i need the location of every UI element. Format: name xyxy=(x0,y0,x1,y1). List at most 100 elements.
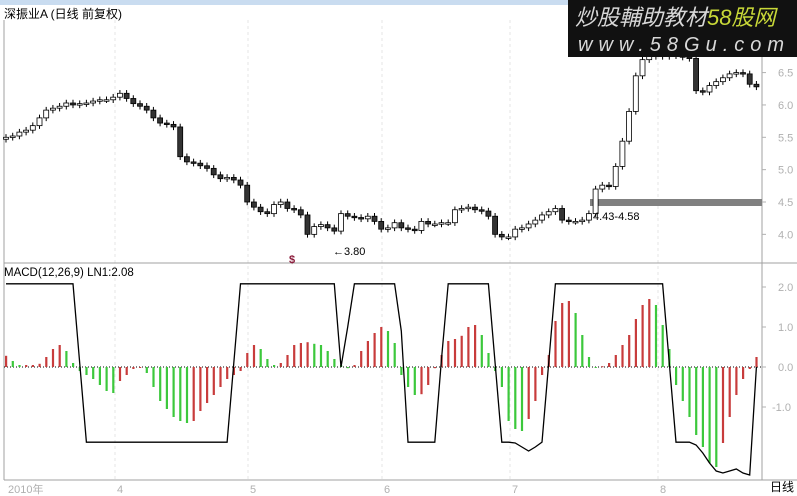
candle xyxy=(512,225,519,241)
candle xyxy=(458,205,465,213)
macd-bar xyxy=(125,367,128,375)
x-tick-label: 8 xyxy=(660,484,666,496)
candle xyxy=(43,106,50,122)
candle xyxy=(626,108,632,145)
candle xyxy=(210,165,217,179)
candle xyxy=(157,114,164,127)
candle xyxy=(284,198,291,212)
candle xyxy=(76,100,83,109)
price-tick-label: 4.0 xyxy=(778,229,793,241)
macd-title: MACD(12,26,9) LN1:2.08 xyxy=(4,267,134,279)
candle xyxy=(606,181,612,190)
macd-bar xyxy=(152,367,155,387)
candle xyxy=(632,72,639,115)
macd-bar xyxy=(165,367,168,409)
candle xyxy=(465,203,472,212)
candle xyxy=(338,210,344,235)
macd-bar xyxy=(574,313,577,367)
candle xyxy=(579,216,586,225)
candle xyxy=(103,96,110,104)
candle xyxy=(29,122,36,134)
macd-bar xyxy=(65,351,68,367)
candle xyxy=(599,181,606,193)
macd-bar xyxy=(279,363,282,367)
candle xyxy=(418,218,425,234)
candle xyxy=(217,171,224,182)
candle xyxy=(297,206,304,219)
macd-bar xyxy=(487,353,490,367)
macd-bar xyxy=(105,367,108,391)
svg-text:炒股輔助教材: 炒股輔助教材 xyxy=(575,5,710,30)
macd-bar xyxy=(118,367,122,381)
macd-bar xyxy=(38,363,41,367)
macd-bar xyxy=(373,333,376,367)
period-label[interactable]: 日线 xyxy=(770,480,794,494)
range-label: 4.43-4.58 xyxy=(593,211,639,223)
macd-histogram xyxy=(5,299,758,467)
macd-bar xyxy=(266,359,269,367)
macd-bar xyxy=(507,367,510,421)
macd-bar xyxy=(467,327,470,367)
signal-marker: $ xyxy=(289,254,295,266)
macd-bar xyxy=(654,305,658,367)
price-tick-label: 4.5 xyxy=(778,197,793,209)
candle xyxy=(63,99,70,110)
candle xyxy=(693,55,699,94)
macd-bar xyxy=(433,367,436,369)
candle xyxy=(291,205,298,213)
candle xyxy=(445,219,452,226)
candle xyxy=(565,216,572,225)
price-range-band xyxy=(590,199,762,206)
candle xyxy=(351,212,358,221)
svg-text:58股网: 58股网 xyxy=(707,5,778,30)
candle xyxy=(83,99,90,107)
candle xyxy=(740,69,746,78)
candle xyxy=(150,106,157,122)
macd-tick-label: 0.0 xyxy=(778,362,793,374)
macd-bar xyxy=(239,367,242,371)
ln1-line xyxy=(6,283,758,476)
macd-bar xyxy=(286,355,289,367)
candle xyxy=(505,233,512,241)
macd-bar xyxy=(407,367,410,387)
macd-bar xyxy=(92,367,95,379)
candle xyxy=(405,224,411,233)
x-tick-label: 6 xyxy=(384,484,390,496)
macd-bar xyxy=(708,367,711,463)
candle xyxy=(137,100,143,110)
macd-bar xyxy=(219,367,222,387)
candle xyxy=(224,174,231,182)
macd-bar xyxy=(520,367,524,431)
macd-bar xyxy=(299,343,302,367)
macd-bar xyxy=(192,367,195,421)
candle xyxy=(130,95,137,107)
macd-bar xyxy=(145,367,148,373)
macd-bar xyxy=(11,361,14,367)
candle xyxy=(204,162,210,172)
macd-bar xyxy=(567,301,570,367)
candle xyxy=(143,103,150,114)
macd-bar xyxy=(587,357,591,367)
macd-bar xyxy=(581,335,584,367)
candle xyxy=(23,126,30,136)
macd-bar xyxy=(380,327,383,367)
macd-bar xyxy=(346,367,349,369)
macd-bar xyxy=(641,305,644,367)
candle xyxy=(123,90,130,102)
candle xyxy=(244,181,251,206)
candle xyxy=(391,219,398,232)
candle xyxy=(183,153,190,166)
macd-tick-label: 2.0 xyxy=(778,282,793,294)
candle xyxy=(237,176,244,189)
candle xyxy=(304,211,311,238)
macd-bar xyxy=(31,365,34,367)
candle xyxy=(411,225,418,234)
candle xyxy=(378,218,385,233)
macd-bar xyxy=(541,367,544,375)
candle xyxy=(472,203,478,213)
macd-bar xyxy=(5,355,8,367)
macd-bar xyxy=(561,303,564,367)
candle xyxy=(451,206,458,226)
macd-bar xyxy=(420,367,423,395)
